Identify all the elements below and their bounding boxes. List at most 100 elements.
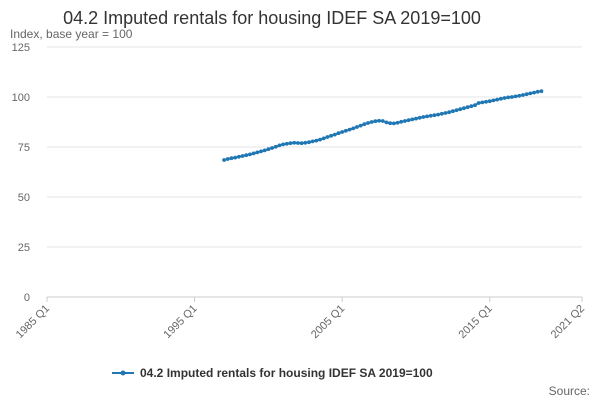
data-point[interactable]: [314, 138, 319, 143]
data-point[interactable]: [462, 106, 466, 111]
data-point[interactable]: [521, 93, 525, 97]
data-point[interactable]: [391, 121, 396, 126]
data-point[interactable]: [329, 133, 333, 138]
data-point[interactable]: [473, 103, 477, 108]
data-point[interactable]: [229, 156, 234, 161]
data-point[interactable]: [443, 111, 448, 115]
y-axis-ticks: 0 25 50 75 100 125: [12, 42, 30, 304]
data-point[interactable]: [266, 147, 271, 152]
legend[interactable]: 04.2 Imputed rentals for housing IDEF SA…: [112, 366, 433, 380]
data-point[interactable]: [281, 142, 286, 147]
data-point[interactable]: [373, 119, 378, 124]
data-point[interactable]: [340, 130, 345, 134]
data-point[interactable]: [517, 93, 522, 98]
data-point[interactable]: [362, 122, 367, 127]
data-point[interactable]: [325, 135, 330, 139]
data-point[interactable]: [222, 158, 227, 162]
data-point[interactable]: [439, 111, 444, 116]
chart-subtitle: Index, base year = 100: [10, 27, 133, 41]
data-point[interactable]: [395, 120, 400, 125]
data-point[interactable]: [273, 144, 278, 149]
data-point[interactable]: [318, 137, 322, 142]
data-point[interactable]: [384, 120, 389, 125]
y-tick-label: 50: [18, 192, 30, 204]
data-point[interactable]: [432, 113, 437, 118]
data-point[interactable]: [236, 154, 241, 159]
data-point[interactable]: [506, 95, 511, 100]
data-point[interactable]: [406, 118, 411, 123]
data-point[interactable]: [299, 141, 304, 146]
data-point[interactable]: [225, 157, 230, 161]
data-point[interactable]: [310, 139, 315, 144]
gridlines: [47, 46, 582, 298]
data-point[interactable]: [476, 101, 481, 105]
data-point[interactable]: [355, 125, 359, 129]
data-point[interactable]: [414, 116, 418, 121]
data-point[interactable]: [487, 99, 492, 104]
data-point[interactable]: [255, 150, 260, 155]
data-point[interactable]: [410, 117, 415, 122]
data-point[interactable]: [343, 128, 348, 133]
data-point[interactable]: [233, 155, 238, 160]
data-point[interactable]: [380, 119, 385, 123]
data-point[interactable]: [454, 108, 459, 113]
data-point[interactable]: [321, 136, 326, 141]
data-point[interactable]: [248, 152, 252, 157]
plot-area: [222, 89, 544, 162]
x-tick-label: 1995 Q1: [161, 303, 199, 341]
data-point[interactable]: [524, 92, 529, 97]
data-point[interactable]: [366, 121, 370, 125]
data-point[interactable]: [296, 141, 300, 145]
x-tick-label: 2015 Q1: [457, 303, 495, 341]
data-point[interactable]: [262, 148, 267, 153]
data-point[interactable]: [498, 96, 503, 101]
data-point[interactable]: [513, 94, 518, 99]
data-point[interactable]: [403, 119, 407, 123]
data-point[interactable]: [447, 110, 452, 115]
data-point[interactable]: [369, 120, 374, 124]
data-point[interactable]: [240, 154, 245, 158]
x-tick-label: 1985 Q1: [14, 303, 52, 341]
x-axis-ticks: 1985 Q1 1995 Q1 2005 Q1 2015 Q1 2021 Q2: [14, 297, 587, 341]
data-point[interactable]: [259, 149, 263, 154]
data-point[interactable]: [288, 141, 293, 146]
data-point[interactable]: [465, 105, 470, 110]
data-point[interactable]: [510, 95, 514, 99]
data-point[interactable]: [307, 140, 311, 145]
data-point[interactable]: [458, 107, 463, 112]
data-point[interactable]: [469, 104, 474, 109]
data-point[interactable]: [358, 123, 363, 128]
data-point[interactable]: [491, 98, 496, 103]
data-point[interactable]: [303, 140, 308, 145]
y-tick-label: 0: [24, 292, 30, 304]
data-point[interactable]: [270, 146, 274, 150]
data-point[interactable]: [480, 100, 485, 105]
data-point[interactable]: [450, 109, 455, 114]
data-point[interactable]: [388, 121, 393, 126]
data-point[interactable]: [417, 115, 422, 120]
data-point[interactable]: [421, 115, 426, 119]
data-point[interactable]: [244, 153, 249, 158]
data-point[interactable]: [484, 99, 488, 104]
data-point[interactable]: [336, 131, 341, 136]
data-point[interactable]: [284, 141, 289, 146]
data-point[interactable]: [535, 89, 540, 94]
data-point[interactable]: [502, 96, 507, 100]
data-point[interactable]: [347, 127, 352, 132]
data-point[interactable]: [428, 113, 433, 118]
data-point[interactable]: [251, 151, 256, 156]
data-point[interactable]: [528, 91, 533, 96]
data-point[interactable]: [399, 119, 404, 124]
data-point[interactable]: [436, 112, 440, 117]
legend-label: 04.2 Imputed rentals for housing IDEF SA…: [140, 366, 433, 380]
data-point[interactable]: [292, 140, 297, 145]
data-point[interactable]: [377, 118, 381, 123]
source-label[interactable]: Source:: [549, 384, 590, 398]
data-point[interactable]: [351, 126, 356, 131]
data-point[interactable]: [425, 114, 429, 119]
data-point[interactable]: [277, 143, 282, 148]
data-point[interactable]: [539, 89, 544, 94]
data-point[interactable]: [532, 90, 536, 95]
data-point[interactable]: [495, 97, 500, 102]
data-point[interactable]: [332, 132, 337, 137]
